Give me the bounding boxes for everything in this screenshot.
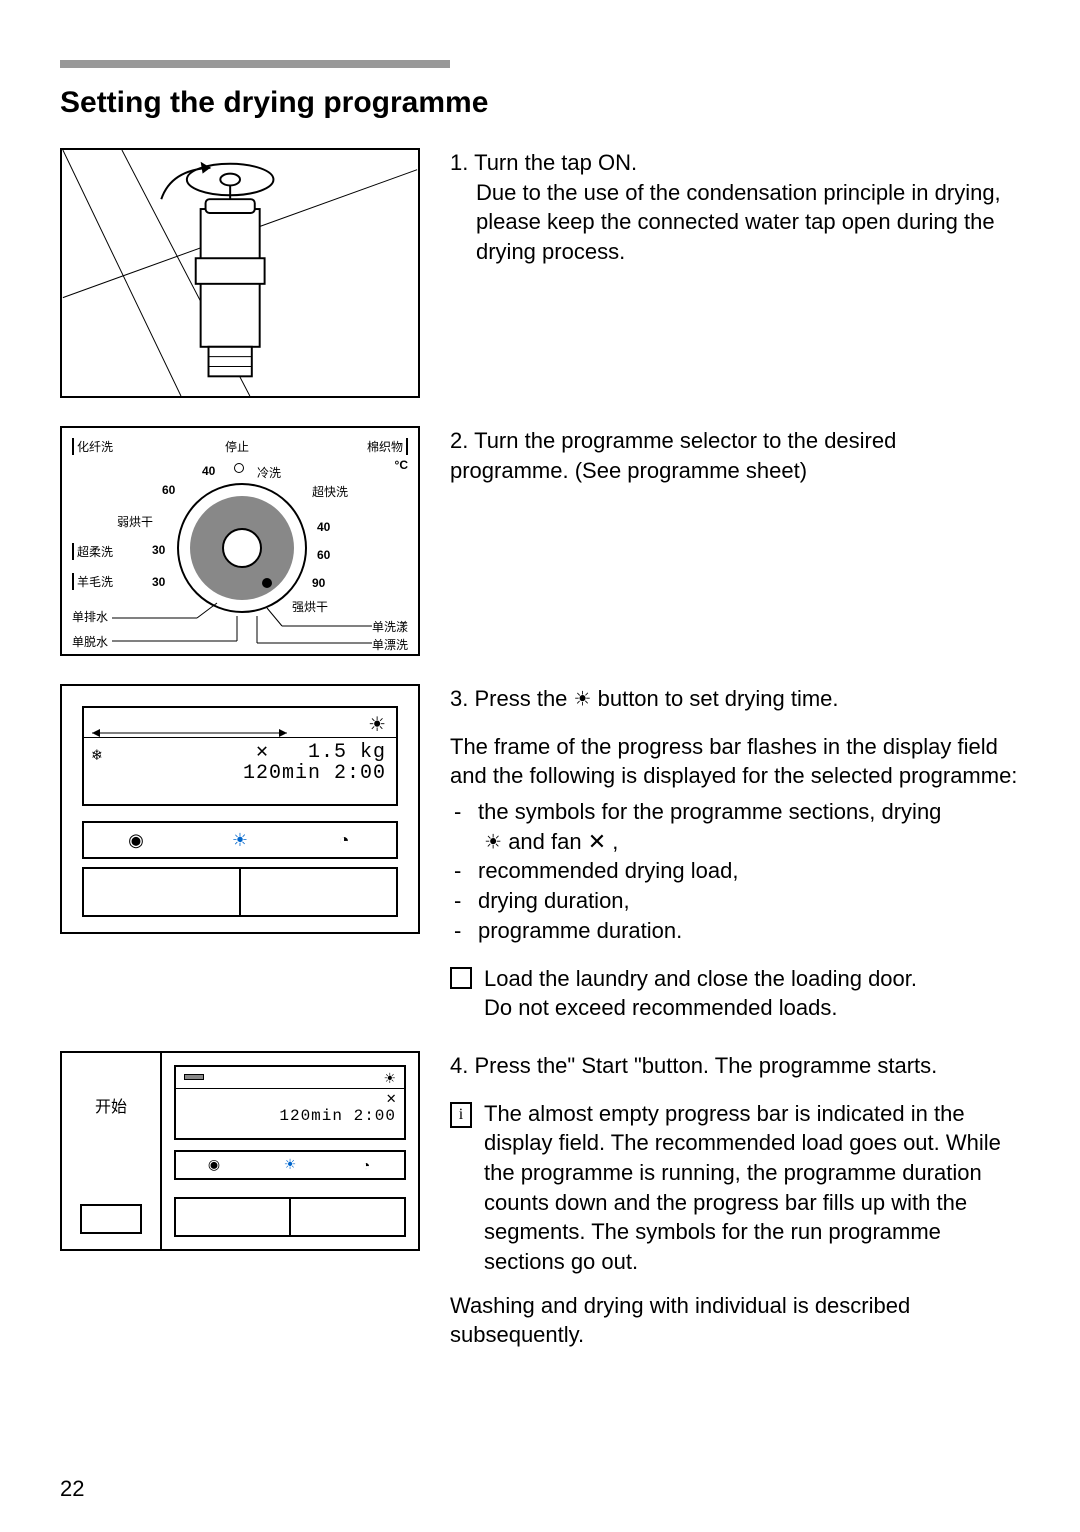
clock-icon: ◔ xyxy=(292,823,396,857)
snowflake-icon: ❄ xyxy=(92,748,102,765)
figure-tap xyxy=(60,148,420,398)
bullet-text: programme duration. xyxy=(478,916,1020,946)
start-button-graphic xyxy=(80,1204,142,1234)
step-2-row: 化纤洗 停止 棉织物 °C 40 冷洗 60 超快洗 弱烘干 40 超柔洗 30… xyxy=(60,426,1020,656)
step1-head: Turn the tap ON. xyxy=(474,150,637,175)
step4-text-b: button. The programme starts. xyxy=(642,1053,938,1078)
bullet-text: recommended drying load, xyxy=(478,856,1020,886)
step4-line: 4. Press the" Start "button. The program… xyxy=(450,1051,1020,1081)
sun-icon: ☀ xyxy=(574,689,592,711)
sun-icon: ☀ xyxy=(368,712,386,737)
dry-icon: ☀ xyxy=(188,823,292,857)
sun-icon: ☀ xyxy=(484,831,502,853)
checkbox-icon xyxy=(450,967,472,989)
step2-num: 2. xyxy=(450,428,468,453)
dry-icon: ☀ xyxy=(252,1152,328,1178)
info-text: The almost empty progress bar is indicat… xyxy=(484,1099,1020,1277)
bullet-text: and fan xyxy=(508,829,581,854)
time-line: 120min 2:00 xyxy=(94,763,386,784)
load-kg: 1.5 kg xyxy=(308,742,386,763)
header-accent-bar xyxy=(60,60,450,68)
x-icon: ✕ xyxy=(184,1091,396,1109)
step1-text: 1. Turn the tap ON. Due to the use of th… xyxy=(450,148,1020,267)
info-icon: i xyxy=(450,1102,472,1128)
time-line: 120min 2:00 xyxy=(184,1108,396,1126)
action-load: Load the laundry and close the loading d… xyxy=(450,964,1020,1023)
step-3-row: ☀ ❄ ✕ 1.5 kg 120min 2:00 ◉ ☀ ◔ xyxy=(60,684,1020,1023)
button-row: ◉ ☀ ◔ xyxy=(82,821,398,859)
step3-num: 3. xyxy=(450,686,468,711)
start-word: Start xyxy=(581,1053,627,1078)
page-title: Setting the drying programme xyxy=(60,86,1020,120)
step-4-row: 开始 ☀ ✕ 120min 2:00 ◉ ☀ ◔ xyxy=(60,1051,1020,1350)
step2-body: Turn the programme selector to the desir… xyxy=(450,428,896,483)
quote: " xyxy=(634,1053,642,1078)
step3-text-b: button to set drying time. xyxy=(598,686,839,711)
step3-line: 3. Press the ☀ button to set drying time… xyxy=(450,684,1020,714)
bullet-text: the symbols for the programme sections, … xyxy=(478,799,941,824)
bullet-text: drying duration, xyxy=(478,886,1020,916)
step1-body: Due to the use of the condensation princ… xyxy=(450,178,1020,267)
x-icon: ✕ xyxy=(256,742,268,763)
bottom-slot xyxy=(82,867,398,917)
step1-num: 1. xyxy=(450,150,468,175)
clock-icon: ◔ xyxy=(328,1152,404,1178)
action-text: Load the laundry and close the loading d… xyxy=(484,966,917,991)
step3-bullets: - the symbols for the programme sections… xyxy=(450,797,1020,945)
fan-icon: ✕ xyxy=(588,829,606,854)
figure-start-panel: 开始 ☀ ✕ 120min 2:00 ◉ ☀ ◔ xyxy=(60,1051,420,1251)
speed-icon: ◉ xyxy=(84,823,188,857)
page-number: 22 xyxy=(60,1476,84,1502)
info-row: i The almost empty progress bar is indic… xyxy=(450,1099,1020,1277)
action-text: Do not exceed recommended loads. xyxy=(484,995,837,1020)
bullet-text: , xyxy=(612,829,618,854)
progress-bar-icon xyxy=(184,1074,204,1080)
speed-icon: ◉ xyxy=(176,1152,252,1178)
quote: " xyxy=(567,1053,575,1078)
figure-display-panel: ☀ ❄ ✕ 1.5 kg 120min 2:00 ◉ ☀ ◔ xyxy=(60,684,420,934)
step4-num: 4. xyxy=(450,1053,468,1078)
step3-text-a: Press the xyxy=(474,686,567,711)
step-1-row: 1. Turn the tap ON. Due to the use of th… xyxy=(60,148,1020,398)
step2-text: 2. Turn the programme selector to the de… xyxy=(450,426,1020,485)
figure-dial: 化纤洗 停止 棉织物 °C 40 冷洗 60 超快洗 弱烘干 40 超柔洗 30… xyxy=(60,426,420,656)
start-label: 开始 xyxy=(62,1093,160,1117)
sun-icon: ☀ xyxy=(383,1070,396,1087)
closing-text: Washing and drying with individual is de… xyxy=(450,1291,1020,1350)
step3-para: The frame of the progress bar flashes in… xyxy=(450,732,1020,791)
step4-text-a: Press the xyxy=(474,1053,567,1078)
